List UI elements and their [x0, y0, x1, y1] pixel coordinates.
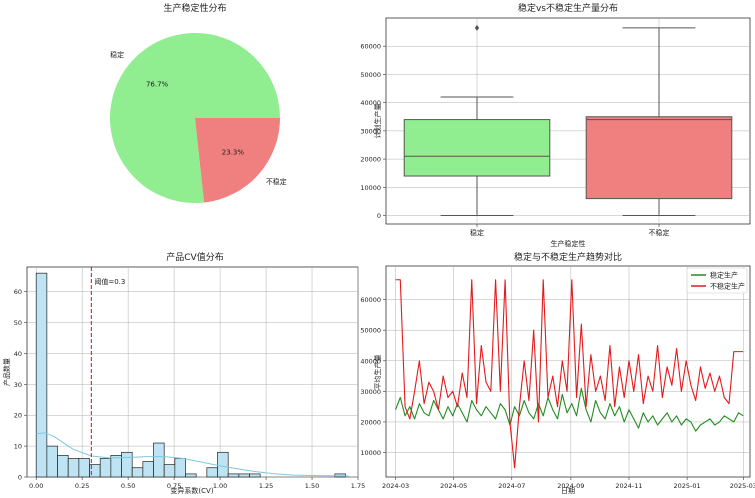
- hist-plot-area: [26, 266, 359, 478]
- line-x-tick-label: 2024-11: [615, 482, 642, 490]
- hist-bar: [249, 473, 261, 478]
- line-x-tick-label: 2024-05: [440, 482, 467, 490]
- legend-label-stable: 稳定生产: [710, 271, 738, 280]
- hist-y-axis-label: 产品数量: [2, 358, 11, 386]
- legend-label-unstable: 不稳定生产: [710, 282, 745, 291]
- box-y-tick-label: 40000: [360, 99, 381, 107]
- hist-bar: [67, 458, 80, 478]
- line-x-tick-label: 2024-07: [498, 482, 525, 490]
- hist-y-tick-label: 40: [14, 350, 22, 358]
- hist-y-tick-label: 30: [14, 381, 22, 389]
- box-title: 稳定vs不稳定生产量分布: [518, 2, 618, 14]
- hist-x-axis-label: 变异系数(CV): [170, 486, 213, 495]
- hist-x-tick-label: 1.50: [305, 482, 319, 490]
- box-iqr-unstable: [585, 116, 733, 200]
- hist-bar: [35, 272, 48, 478]
- pie-panel: 生产稳定性分布 76.7% 稳定 23.3% 不稳定: [110, 2, 287, 203]
- line-x-axis-label: 日期: [561, 487, 575, 495]
- pie-chart: 76.7% 稳定 23.3% 不稳定: [110, 32, 287, 203]
- box-y-tick-label: 50000: [360, 71, 381, 79]
- box-x-axis-label: 生产稳定性: [551, 239, 586, 248]
- box-outlier: [474, 24, 480, 31]
- hist-x-tick-label: 1.00: [213, 482, 227, 490]
- box-y-tick-label: 20000: [360, 156, 381, 164]
- box-y-axis-label: 计划生产量: [373, 104, 382, 139]
- box-x-tick-label: 稳定: [470, 228, 484, 237]
- threshold-label: 阈值=0.3: [94, 277, 125, 286]
- hist-bar: [110, 455, 122, 478]
- hist-y-tick-label: 50: [14, 319, 22, 327]
- hist-y-tick-label: 20: [14, 412, 22, 420]
- hist-x-tick-label: 0.75: [167, 482, 181, 490]
- pie-slice-unstable: [195, 118, 280, 203]
- hist-bar: [227, 473, 240, 478]
- line-legend: 稳定生产 不稳定生产: [686, 267, 748, 294]
- line-y-tick-label: 50000: [360, 327, 381, 335]
- line-title: 稳定与不稳定生产趋势对比: [514, 251, 622, 263]
- line-y-tick-label: 30000: [360, 388, 381, 396]
- hist-y-tick-label: 60: [14, 288, 22, 296]
- pie-slice-stable: [110, 32, 280, 203]
- hist-x-tick-label: 0.25: [75, 482, 89, 490]
- pie-title: 生产稳定性分布: [163, 2, 226, 14]
- hist-bar: [238, 473, 250, 478]
- hist-x-tick-label: 0.00: [29, 482, 43, 490]
- hist-kde-line: [36, 432, 349, 477]
- box-y-tick-label: 0: [377, 212, 381, 220]
- hist-bar: [142, 461, 154, 478]
- pie-slice-label: 不稳定: [266, 177, 287, 186]
- pie-slice-label: 稳定: [110, 50, 124, 59]
- line-x-tick-label: 2024-03: [382, 482, 409, 490]
- hist-title: 产品CV值分布: [166, 251, 223, 263]
- line-y-axis-label: 平均生产量: [373, 355, 382, 390]
- box-plot: 0 10000 20000 30000 40000 50000 60000 稳定 不稳定: [360, 18, 750, 237]
- box-iqr-stable: [403, 119, 551, 177]
- box-x-tick-label: 不稳定: [649, 228, 670, 237]
- hist-bar: [217, 451, 229, 478]
- box-y-tick-label: 30000: [360, 127, 381, 135]
- line-y-tick-label: 20000: [360, 418, 381, 426]
- hist-bar: [185, 473, 197, 478]
- hist-bar: [46, 445, 58, 478]
- line-y-tick-label: 60000: [360, 296, 381, 304]
- line-x-tick-label: 2025-03: [730, 482, 755, 490]
- box-panel: 稳定vs不稳定生产量分布 0 10000 20000 30000 40000 50000 6…: [360, 2, 751, 248]
- hist-y-tick-label: 10: [14, 443, 22, 451]
- hist-bar: [121, 451, 133, 478]
- hist-x-tick-label: 0.50: [121, 482, 135, 490]
- hist-bar: [206, 467, 218, 478]
- line-y-tick-label: 40000: [360, 357, 381, 365]
- hist-panel: 产品CV值分布 0 10 20 30 40 50 60 0.00 0.25 0.50 0.75 1.0…: [2, 251, 365, 495]
- hist-bar: [57, 455, 69, 478]
- line-chart: 10000 20000 30000 40000 50000 60000 2024-03 202…: [360, 266, 755, 490]
- pie-pct-label: 23.3%: [222, 149, 245, 157]
- box-y-tick-label: 60000: [360, 43, 381, 51]
- hist-bar: [174, 458, 186, 478]
- line-x-tick-label: 2025-01: [674, 482, 701, 490]
- hist-x-tick-label: 1.25: [259, 482, 273, 490]
- stable-series-line: [395, 387, 744, 432]
- line-x-tick-label: 2024-09: [557, 482, 584, 490]
- box-y-tick-label: 10000: [360, 184, 381, 192]
- line-y-tick-label: 10000: [360, 449, 381, 457]
- hist-y-tick-label: 0: [18, 474, 22, 482]
- pie-pct-label: 76.7%: [146, 80, 169, 88]
- hist-bar: [99, 458, 112, 478]
- hist-bar: [131, 467, 144, 478]
- histogram: 0 10 20 30 40 50 60 0.00 0.25 0.50 0.75 1.00 1.25 1.5…: [14, 267, 365, 490]
- unstable-series-line: [395, 279, 744, 469]
- hist-bar: [153, 442, 165, 478]
- hist-x-tick-label: 1.75: [351, 482, 365, 490]
- hist-bar: [78, 458, 90, 478]
- hist-bar: [163, 464, 176, 478]
- line-panel: 稳定与不稳定生产趋势对比 10000 20000 30000 40000 50000 60…: [360, 251, 755, 495]
